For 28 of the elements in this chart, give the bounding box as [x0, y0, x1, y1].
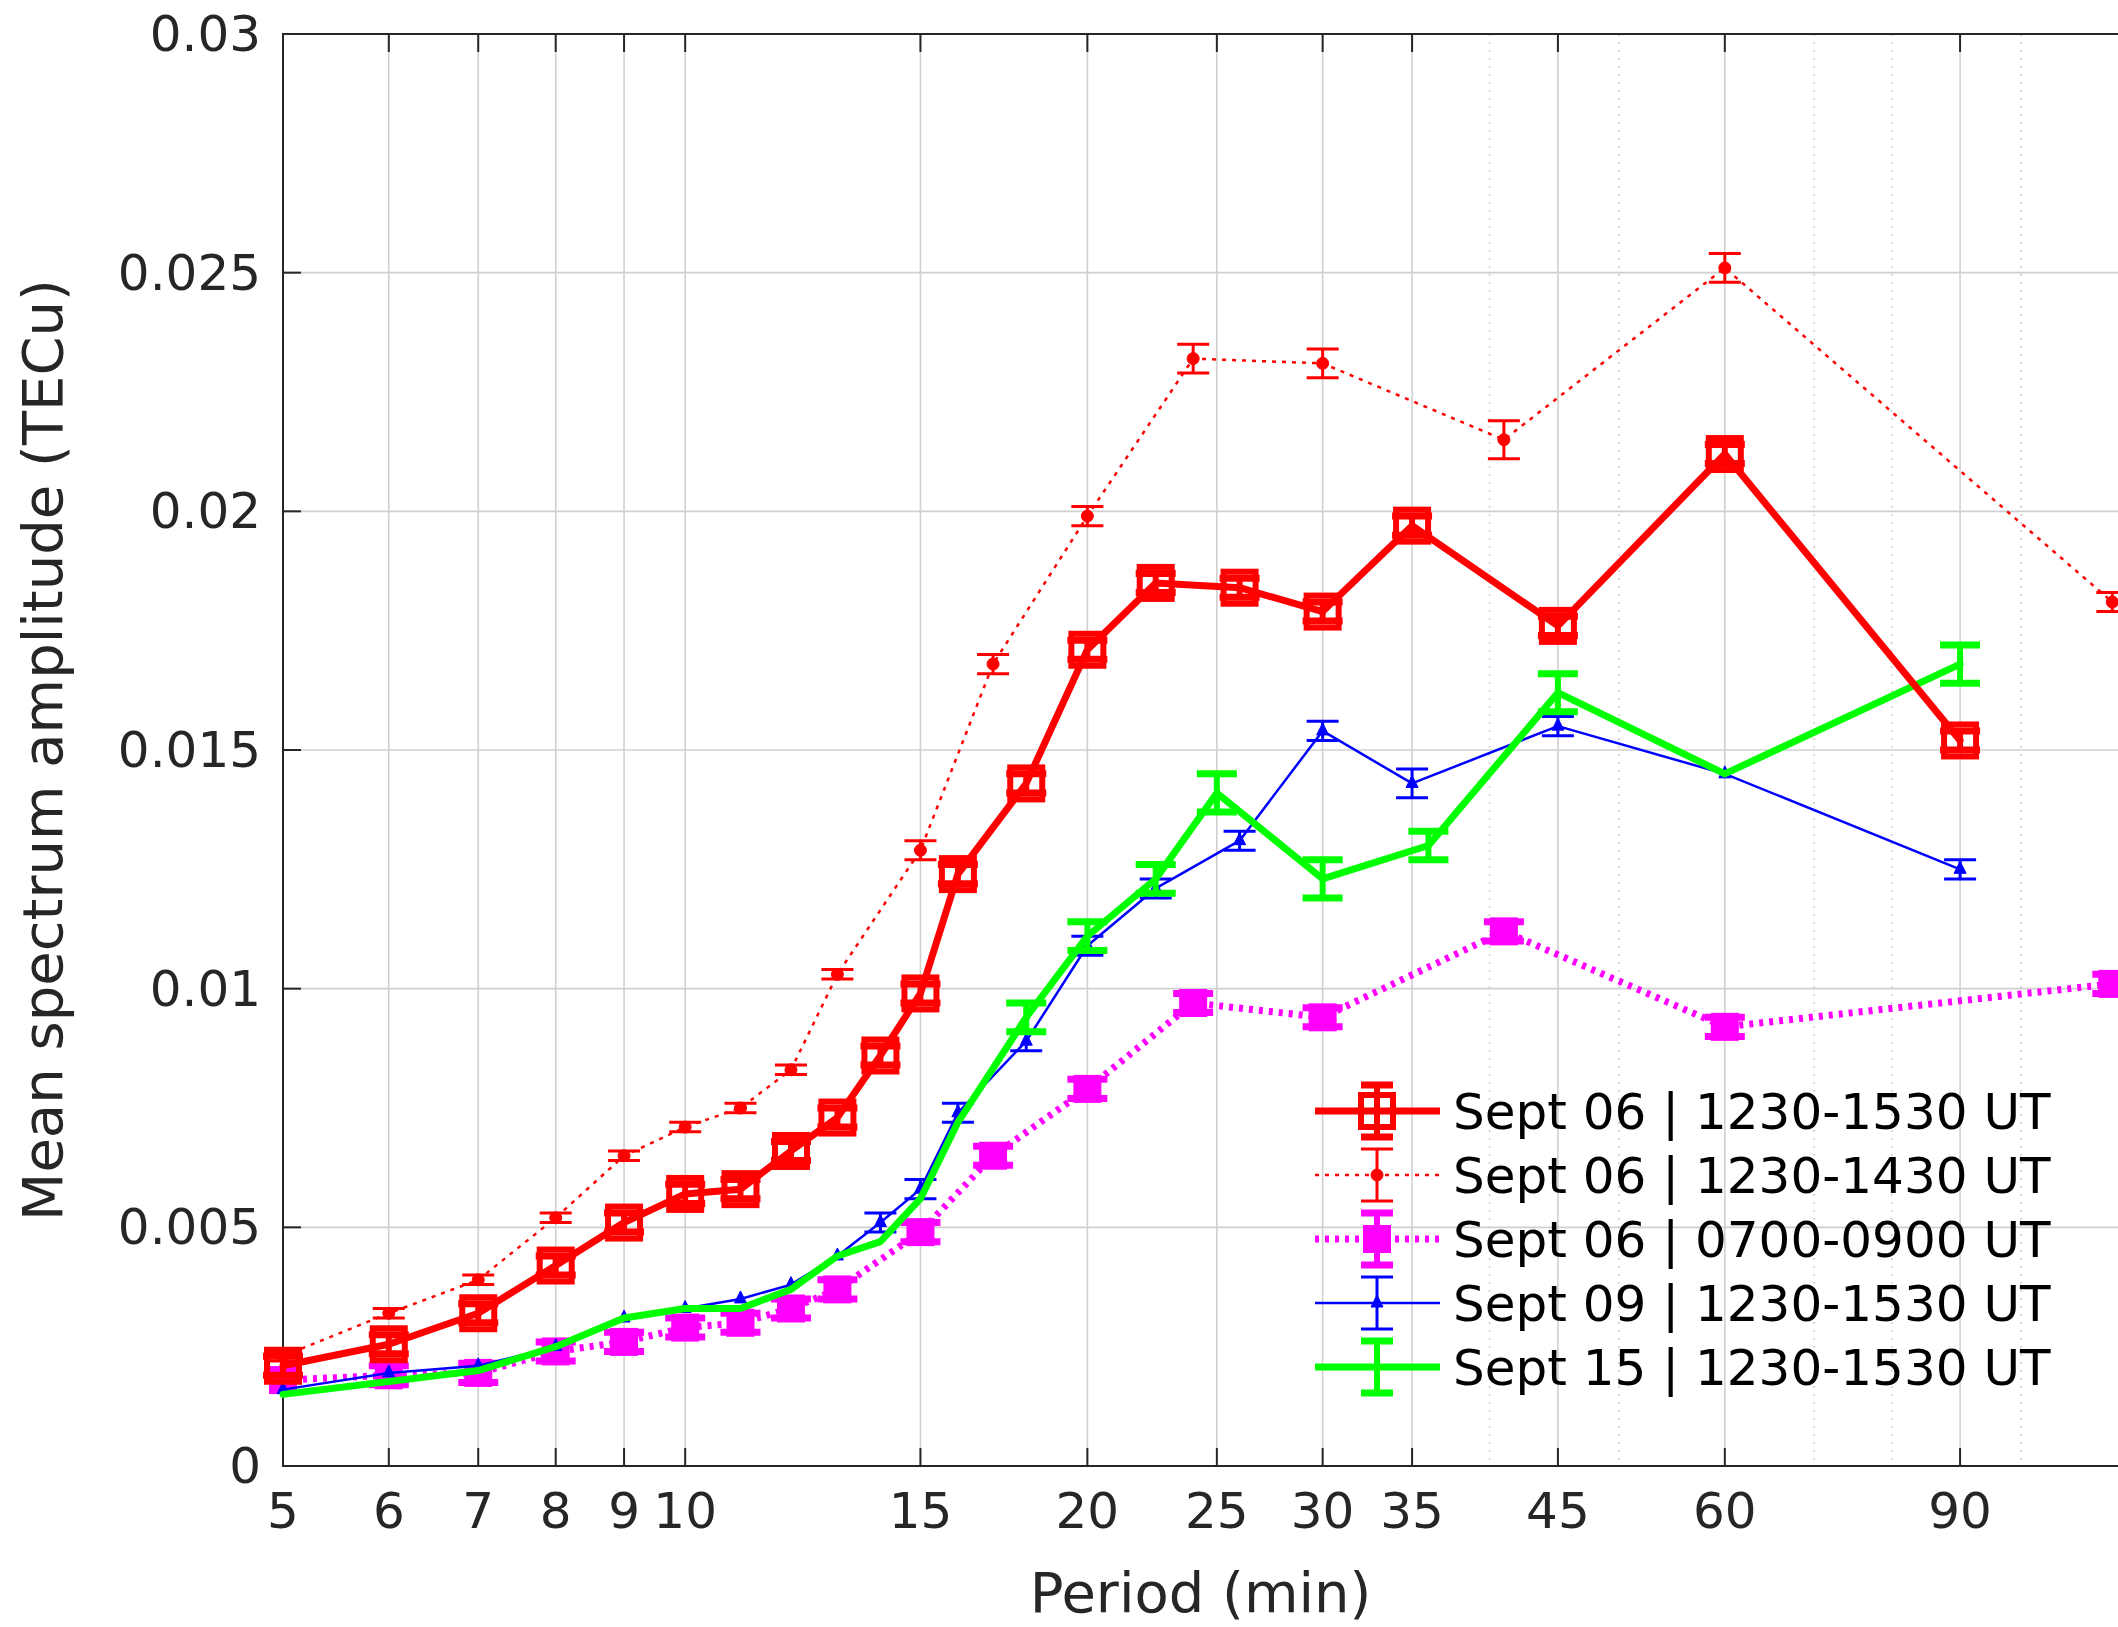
- x-tick-label: 35: [1380, 1482, 1444, 1540]
- x-tick-label: 60: [1693, 1482, 1757, 1540]
- x-tick-label: 5: [267, 1482, 299, 1540]
- legend-label: Sept 06 | 1230-1530 UT: [1453, 1083, 2052, 1141]
- x-tick-label: 10: [653, 1482, 717, 1540]
- x-tick-label: 20: [1055, 1482, 1120, 1540]
- legend-label: Sept 06 | 0700-0900 UT: [1453, 1211, 2052, 1269]
- x-tick-label: 6: [372, 1482, 405, 1540]
- x-tick-label: 8: [539, 1482, 572, 1540]
- legend-label: Sept 15 | 1230-1530 UT: [1453, 1339, 2052, 1397]
- legend-label: Sept 09 | 1230-1530 UT: [1453, 1275, 2052, 1333]
- x-tick-label: 25: [1185, 1482, 1249, 1540]
- x-tick-label: 30: [1290, 1482, 1355, 1540]
- x-tick-label: 15: [888, 1482, 953, 1540]
- y-axis-title: Mean spectrum amplitude (TECu): [10, 279, 75, 1221]
- y-tick-label: 0.03: [149, 5, 261, 63]
- y-tick-label: 0.005: [117, 1198, 261, 1257]
- x-tick-label: 7: [462, 1482, 495, 1540]
- y-tick-label: 0.02: [149, 482, 261, 541]
- x-tick-label: 9: [608, 1482, 640, 1540]
- y-tick-label: 0.01: [149, 959, 261, 1018]
- y-tick-label: 0: [229, 1437, 261, 1495]
- y-tick-label: 0.025: [117, 243, 261, 302]
- y-tick-label: 0.015: [117, 721, 261, 779]
- x-tick-label: 45: [1526, 1482, 1590, 1540]
- x-axis-title: Period (min): [1029, 1560, 1372, 1625]
- x-tick-label: 90: [1928, 1482, 1992, 1540]
- legend-label: Sept 06 | 1230-1430 UT: [1453, 1147, 2052, 1205]
